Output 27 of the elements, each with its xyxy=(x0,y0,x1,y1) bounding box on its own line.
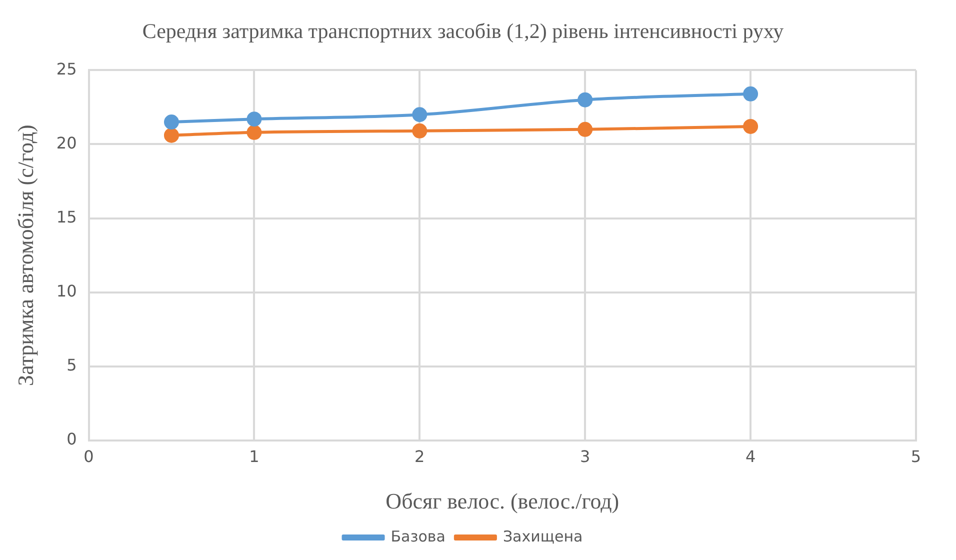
y-axis-title: Затримка автомобіля (с/год) xyxy=(12,124,38,386)
point xyxy=(743,86,758,102)
point xyxy=(412,123,428,138)
point xyxy=(164,114,179,130)
point xyxy=(246,112,262,127)
x-axis-title: Обсяг велос. (велос./год) xyxy=(386,488,620,514)
y-tick-label: 20 xyxy=(56,133,77,152)
y-tick-label: 25 xyxy=(56,59,77,78)
point xyxy=(246,124,262,140)
x-tick-label: 3 xyxy=(580,447,590,466)
x-tick-label: 4 xyxy=(745,447,756,466)
point xyxy=(164,128,179,143)
point xyxy=(743,118,758,134)
y-tick-label: 5 xyxy=(66,356,77,375)
x-tick-label: 0 xyxy=(84,447,94,466)
x-tick-label: 1 xyxy=(249,447,260,466)
y-tick-label: 10 xyxy=(56,281,77,300)
point xyxy=(578,122,593,137)
point xyxy=(412,107,428,122)
legend-label: Захищена xyxy=(502,527,583,546)
chart-title: Середня затримка транспортних засобів (1,2) рівень інтенсивності руху xyxy=(142,19,784,44)
x-tick-label: 5 xyxy=(910,447,922,466)
point xyxy=(578,92,593,108)
y-tick-label: 15 xyxy=(56,207,77,226)
legend-label: Базова xyxy=(390,527,446,546)
x-tick-label: 2 xyxy=(414,447,425,466)
y-tick-label: 0 xyxy=(66,430,77,449)
